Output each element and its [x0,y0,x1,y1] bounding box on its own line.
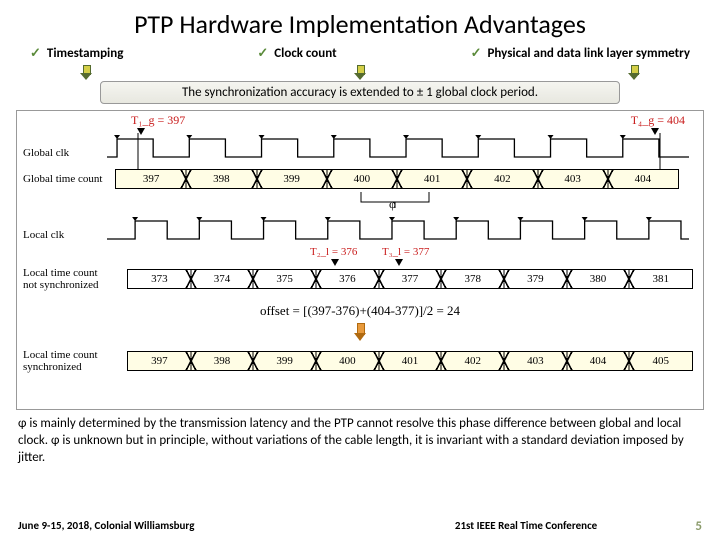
count-cell: 398 [186,170,256,188]
count-cell: 379 [504,270,567,288]
global-clk-label: Global clk [23,147,69,159]
count-cell: 404 [608,170,678,188]
arrows-row [0,65,720,79]
count-cell: 380 [567,270,630,288]
timing-diagram: T₁_g = 397 T₄_g = 404 Global clk Global … [16,110,704,410]
count-cell: 399 [253,352,316,370]
t1-label: T₁_g = 397 [131,113,185,128]
bullet-label: Physical and data link layer symmetry [488,46,690,61]
down-arrow-icon [80,65,92,79]
t2-label: T₂_l = 376 [310,246,357,258]
count-cell: 403 [538,170,608,188]
footer: June 9-15, 2018, Colonial Williamsburg 2… [0,519,720,534]
count-cell: 377 [379,270,442,288]
down-arrow-icon [354,65,366,79]
sync-accuracy-box: The synchronization accuracy is extended… [100,81,620,104]
count-cell: 404 [567,352,630,370]
t3-label: T₃_l = 377 [382,246,429,258]
t3-marker [395,259,403,266]
offset-formula: offset = [(397-376)+(404-377)]/2 = 24 [17,303,703,319]
explanation-paragraph: φ is mainly determined by the transmissi… [0,410,720,467]
bullet-label: Timestamping [47,46,123,61]
check-icon: ✓ [257,46,268,61]
local-notsync-track: 373374375376377378379380381 [127,269,693,289]
down-arrow-icon [628,65,640,79]
bullet-clockcount: ✓ Clock count [257,46,336,61]
bullets-row: ✓ Timestamping ✓ Clock count ✓ Physical … [0,40,720,65]
count-cell: 397 [128,352,191,370]
count-cell: 401 [397,170,467,188]
count-cell: 403 [504,352,567,370]
count-cell: 381 [629,270,692,288]
slide-number: 5 [695,519,702,534]
t1-marker [137,128,145,135]
count-cell: 378 [441,270,504,288]
footer-conference: 21st IEEE Real Time Conference [357,519,696,534]
count-cell: 397 [116,170,186,188]
bullet-timestamping: ✓ Timestamping [30,46,123,61]
count-cell: 402 [467,170,537,188]
bullet-label: Clock count [274,46,336,61]
orange-arrow-icon [354,323,366,341]
count-cell: 373 [128,270,191,288]
local-sync-label: Local time count synchronized [23,349,113,373]
count-cell: 401 [379,352,442,370]
phi-label: φ [389,197,396,212]
t4-marker [651,128,659,135]
check-icon: ✓ [30,46,41,61]
count-cell: 399 [257,170,327,188]
count-cell: 376 [316,270,379,288]
local-clk-label: Local clk [23,229,64,241]
count-cell: 400 [327,170,397,188]
check-icon: ✓ [471,46,482,61]
count-cell: 374 [191,270,254,288]
bullet-symmetry: ✓ Physical and data link layer symmetry [471,46,690,61]
count-cell: 398 [191,352,254,370]
local-clk-wave [107,217,689,241]
count-cell: 402 [441,352,504,370]
global-count-track: 397398399400401402403404 [115,169,679,189]
count-cell: 375 [253,270,316,288]
local-sync-track: 397398399400401402403404405 [127,351,693,371]
global-count-label: Global time count [23,173,102,185]
t2-marker [331,259,339,266]
local-notsync-label: Local time count not synchronized [23,267,113,291]
count-cell: 405 [629,352,692,370]
footer-date: June 9-15, 2018, Colonial Williamsburg [18,519,357,534]
page-title: PTP Hardware Implementation Advantages [0,0,720,40]
global-clk-wave [107,135,689,159]
count-cell: 400 [316,352,379,370]
t4-label: T₄_g = 404 [631,113,685,128]
